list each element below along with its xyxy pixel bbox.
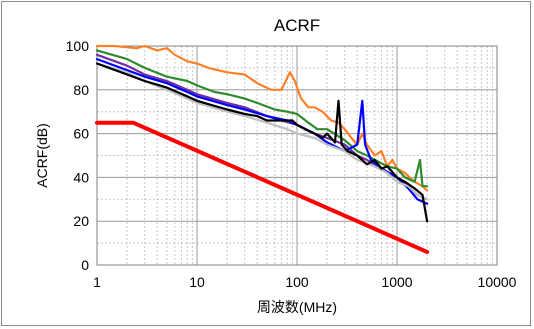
y-tick-label: 0 [81, 257, 89, 273]
y-tick-label: 80 [73, 82, 89, 98]
chart-title: ACRF [274, 16, 320, 35]
series-group [95, 44, 430, 254]
grid-lines [96, 46, 497, 265]
y-axis-label: ACRF(dB) [34, 123, 50, 188]
x-tick-label: 1 [93, 274, 101, 290]
y-tick-label: 60 [73, 126, 89, 142]
x-axis-label: 周波数(MHz) [257, 299, 337, 315]
y-tick-label: 40 [73, 169, 89, 185]
x-tick-label: 1000 [381, 274, 412, 290]
series-line [95, 62, 429, 223]
series-line [95, 120, 430, 254]
series-line [95, 49, 429, 188]
x-tick-label: 10 [189, 274, 205, 290]
plot-area [96, 45, 498, 266]
y-tick-label: 20 [73, 213, 89, 229]
series-line [95, 62, 429, 201]
x-tick-label: 100 [285, 274, 309, 290]
tick-labels: 1 10 100 1000 10000 0 20 40 60 80 100 [66, 38, 517, 290]
y-tick-label: 100 [66, 38, 90, 54]
x-tick-label: 10000 [478, 274, 517, 290]
